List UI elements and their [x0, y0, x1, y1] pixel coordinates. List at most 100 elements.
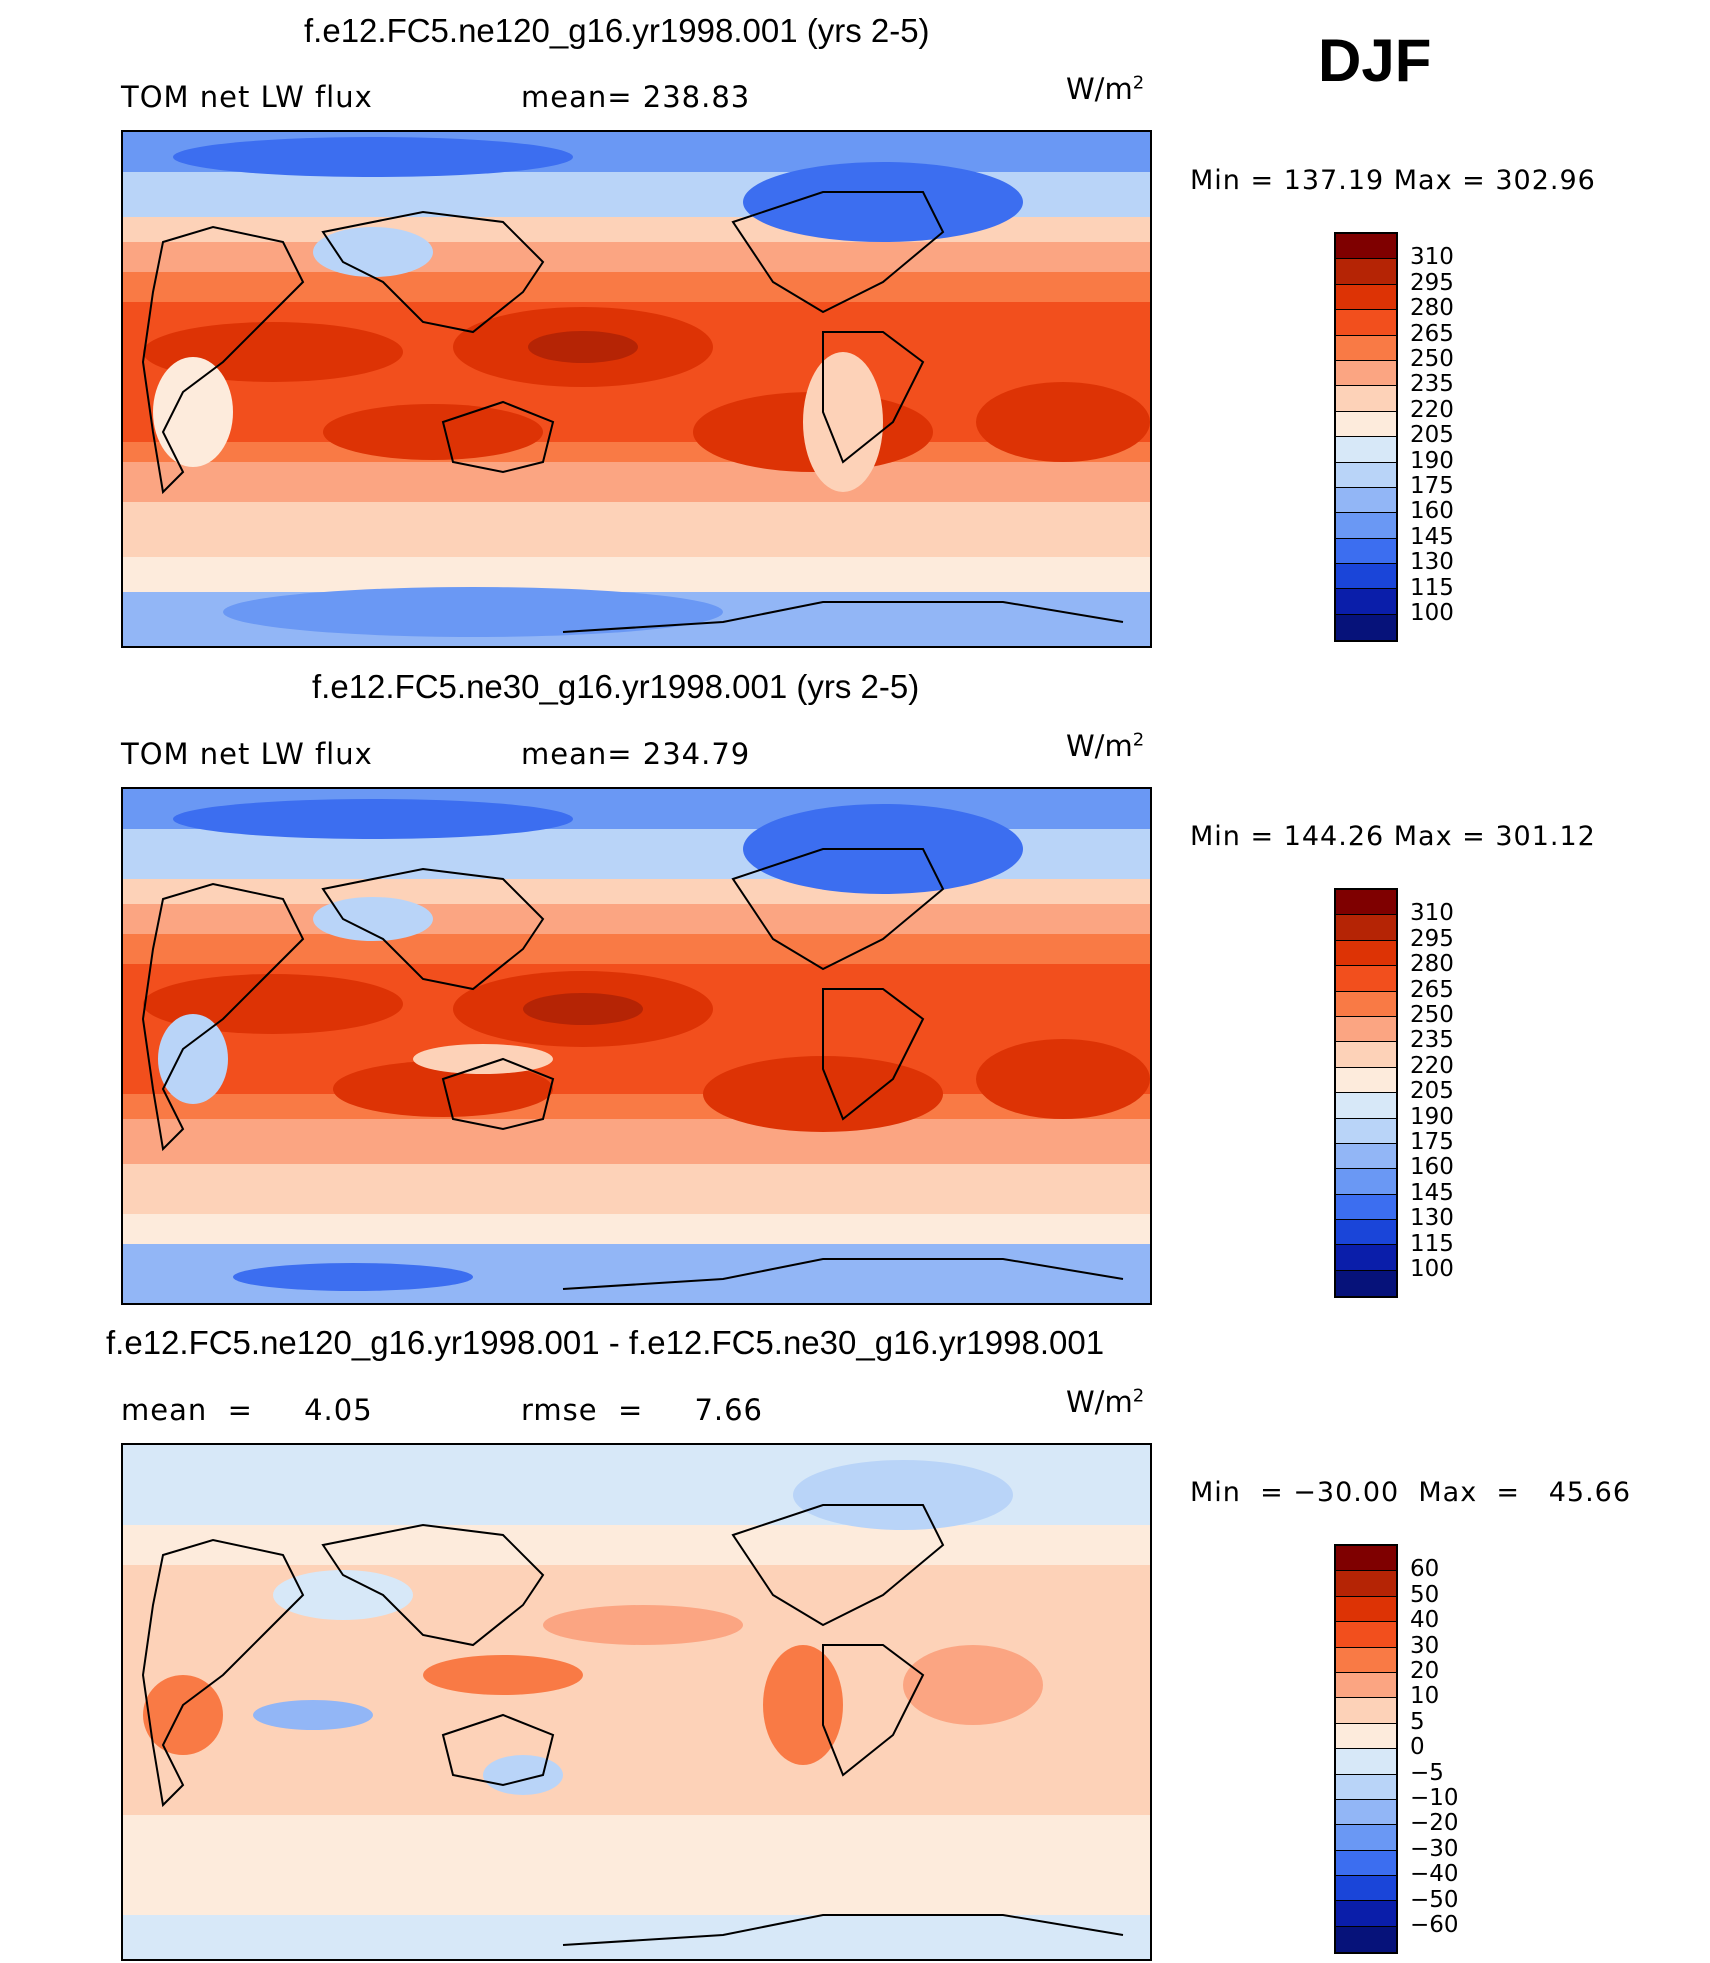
colorbar-segment — [1336, 1143, 1396, 1170]
colorbar-segment — [1336, 1799, 1396, 1826]
colorbar-segment — [1336, 1093, 1396, 1119]
rmse-label: rmse = 7.66 — [521, 1393, 764, 1427]
colorbar-segment — [1336, 411, 1396, 438]
colorbar-segment — [1336, 915, 1396, 941]
colorbar-tick-label: 250 — [1410, 346, 1454, 372]
colorbar-segment — [1336, 310, 1396, 336]
colorbar-segment — [1336, 589, 1396, 615]
colorbar-tick-label: 205 — [1410, 1078, 1454, 1105]
colorbar-segment — [1336, 1749, 1396, 1775]
colorbar-tick-label: 5 — [1410, 1708, 1425, 1735]
units-label: W/m2 — [1066, 729, 1145, 763]
colorbar-segment — [1336, 890, 1396, 916]
colorbar-segment — [1336, 1067, 1396, 1094]
colorbar-tick-label: 100 — [1410, 1256, 1454, 1282]
colorbar-segment — [1336, 234, 1396, 260]
mean-label: mean= 234.79 — [521, 737, 751, 771]
map-ne30 — [121, 787, 1152, 1305]
season-label: DJF — [1318, 27, 1432, 94]
units-label: W/m2 — [1066, 1385, 1145, 1419]
colorbar-segment — [1336, 259, 1396, 285]
colorbar-tick-label: 280 — [1410, 951, 1454, 978]
colorbar-segment — [1336, 1672, 1396, 1699]
colorbar-segment — [1336, 940, 1396, 967]
colorbar-segment — [1336, 437, 1396, 463]
colorbar-tick-label: 310 — [1410, 900, 1454, 927]
colorbar-tick-label: 100 — [1410, 600, 1454, 626]
colorbar-tick-label: 160 — [1410, 1154, 1454, 1181]
colorbar-tick-label: 115 — [1410, 574, 1454, 601]
field-label: TOM net LW flux — [121, 737, 373, 771]
colorbar-segment — [1336, 538, 1396, 565]
colorbar-segment — [1336, 1723, 1396, 1750]
colorbar-tick-label: 205 — [1410, 422, 1454, 449]
colorbar-segment — [1336, 1118, 1396, 1144]
minmax-label: Min = 144.26 Max = 301.12 — [1190, 821, 1596, 852]
colorbar-tick-label: 310 — [1410, 244, 1454, 271]
colorbar-segment — [1336, 1571, 1396, 1597]
colorbar-tick-label: 20 — [1410, 1658, 1440, 1684]
minmax-label: Min = 137.19 Max = 302.96 — [1190, 165, 1596, 196]
colorbar-tick-label: 235 — [1410, 371, 1454, 398]
colorbar-tick-label: 145 — [1410, 1179, 1454, 1206]
colorbar-segment — [1336, 360, 1396, 387]
colorbar-segment — [1336, 1926, 1396, 1953]
colorbar — [1334, 888, 1398, 1299]
colorbar-segment — [1336, 1270, 1396, 1297]
units-label: W/m2 — [1066, 72, 1145, 106]
colorbar-segment — [1336, 1698, 1396, 1724]
colorbar-segment — [1336, 1850, 1396, 1877]
colorbar-tick-label: 280 — [1410, 295, 1454, 322]
colorbar — [1334, 1544, 1398, 1955]
colorbar-tick-label: 130 — [1410, 549, 1454, 576]
colorbar-segment — [1336, 1546, 1396, 1572]
minmax-label: Min = −30.00 Max = 45.66 — [1190, 1477, 1632, 1508]
colorbar-tick-label: 190 — [1410, 447, 1454, 474]
colorbar-tick-label: 0 — [1410, 1734, 1425, 1761]
map-difference — [121, 1443, 1152, 1961]
colorbar-tick-label: 265 — [1410, 976, 1454, 1003]
colorbar-tick-label: −30 — [1410, 1835, 1459, 1862]
colorbar-segment — [1336, 284, 1396, 311]
mean-label: mean= 238.83 — [521, 80, 751, 114]
colorbar-tick-label: −50 — [1410, 1886, 1459, 1913]
colorbar-segment — [1336, 335, 1396, 361]
map-ne120 — [121, 130, 1152, 648]
colorbar-segment — [1336, 386, 1396, 412]
colorbar-segment — [1336, 1220, 1396, 1246]
colorbar-tick-label: 220 — [1410, 1052, 1454, 1079]
colorbar-segment — [1336, 564, 1396, 590]
colorbar-tick-label: −20 — [1410, 1810, 1459, 1837]
colorbar-tick-label: 175 — [1410, 1129, 1454, 1155]
colorbar-segment — [1336, 1825, 1396, 1851]
colorbar-segment — [1336, 1042, 1396, 1068]
colorbar-segment — [1336, 1596, 1396, 1623]
colorbar-segment — [1336, 1901, 1396, 1927]
colorbar-tick-label: 130 — [1410, 1205, 1454, 1232]
colorbar-tick-label: 50 — [1410, 1581, 1440, 1608]
colorbar-tick-label: 250 — [1410, 1002, 1454, 1028]
colorbar-tick-label: 115 — [1410, 1230, 1454, 1257]
colorbar-segment — [1336, 1647, 1396, 1673]
colorbar-tick-label: 40 — [1410, 1607, 1440, 1634]
colorbar-segment — [1336, 1016, 1396, 1043]
colorbar-tick-label: −40 — [1410, 1861, 1459, 1888]
colorbar-tick-label: 220 — [1410, 396, 1454, 423]
colorbar-tick-label: 235 — [1410, 1027, 1454, 1054]
panel-title: f.e12.FC5.ne120_g16.yr1998.001 (yrs 2-5) — [304, 12, 930, 49]
colorbar-segment — [1336, 1194, 1396, 1221]
colorbar-tick-label: 30 — [1410, 1632, 1440, 1659]
colorbar-tick-label: 295 — [1410, 925, 1454, 952]
colorbar-segment — [1336, 513, 1396, 539]
panel-title: f.e12.FC5.ne120_g16.yr1998.001 - f.e12.F… — [106, 1324, 1105, 1361]
colorbar-segment — [1336, 1774, 1396, 1800]
colorbar-tick-label: −10 — [1410, 1785, 1459, 1811]
field-label: TOM net LW flux — [121, 80, 373, 114]
colorbar-segment — [1336, 487, 1396, 514]
colorbar-segment — [1336, 1876, 1396, 1902]
colorbar-tick-label: 60 — [1410, 1556, 1440, 1583]
colorbar-segment — [1336, 1169, 1396, 1195]
colorbar-tick-label: 190 — [1410, 1103, 1454, 1130]
colorbar-tick-label: −5 — [1410, 1759, 1444, 1786]
colorbar-tick-label: 175 — [1410, 473, 1454, 499]
